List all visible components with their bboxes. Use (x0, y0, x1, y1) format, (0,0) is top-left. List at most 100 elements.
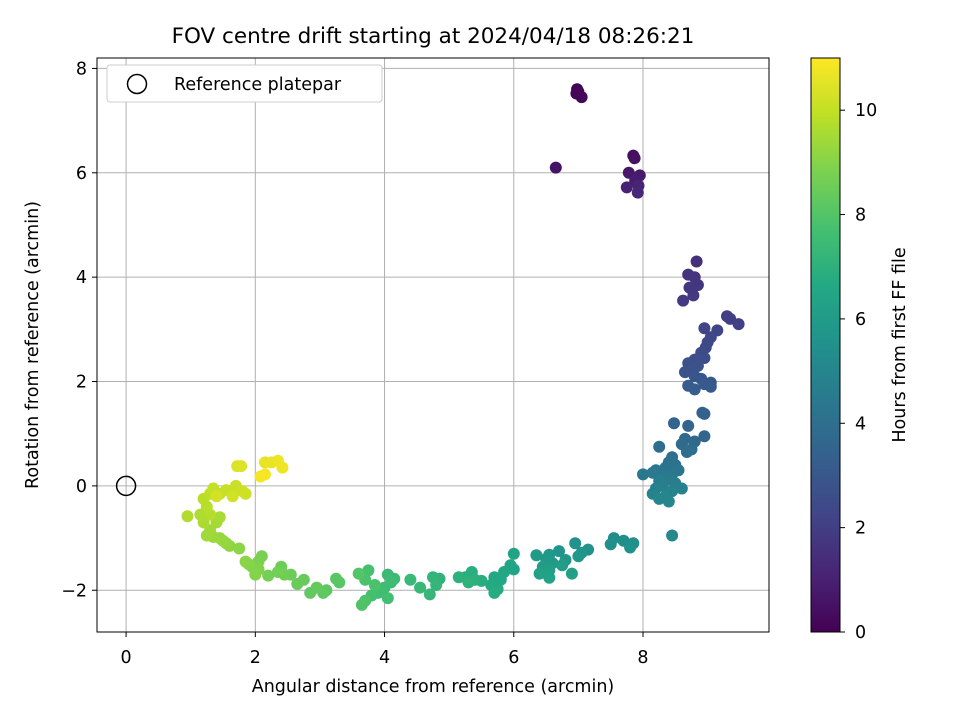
data-point (653, 440, 666, 453)
data-point (239, 487, 252, 500)
data-point (620, 181, 633, 194)
x-tick-label: 4 (379, 648, 390, 668)
data-point (271, 566, 284, 578)
data-point (362, 564, 375, 577)
grid-lines (97, 58, 769, 632)
colorbar-label: Hours from first FF file (890, 247, 910, 442)
data-point (572, 550, 585, 563)
x-axis-label: Angular distance from reference (arcmin) (252, 677, 615, 697)
reference-platepar-point (115, 475, 137, 497)
data-point (507, 547, 520, 560)
chart-title: FOV centre drift starting at 2024/04/18 … (172, 24, 695, 49)
data-point (666, 529, 679, 542)
y-tick-label: 2 (76, 373, 87, 393)
data-point (381, 592, 394, 605)
data-point (259, 468, 271, 481)
x-tick-label: 0 (121, 648, 132, 668)
data-point (235, 460, 248, 473)
colorbar-tick-label: 0 (855, 623, 866, 643)
data-point (704, 380, 717, 393)
data-points (181, 83, 745, 611)
x-tick-label: 8 (637, 648, 648, 668)
data-point (565, 567, 578, 580)
data-point (330, 572, 343, 585)
legend-box (106, 64, 383, 103)
data-point (452, 571, 465, 584)
data-point (631, 186, 644, 199)
legend-label: Reference platepar (174, 75, 342, 95)
colorbar-tick-label: 2 (855, 519, 866, 539)
data-point (276, 461, 289, 474)
data-point (233, 542, 246, 555)
data-point (688, 383, 701, 396)
data-point (677, 294, 690, 307)
data-point (355, 598, 368, 611)
y-tick-label: 0 (76, 477, 87, 497)
colorbar-ticks: 0 2 4 6 8 10 (840, 101, 877, 643)
data-point (637, 468, 649, 481)
colorbar-tick-label: 8 (855, 206, 866, 226)
data-point (668, 417, 680, 430)
data-point (249, 568, 262, 581)
data-point (404, 573, 417, 586)
data-point (628, 152, 641, 165)
data-point (682, 419, 695, 432)
data-point (213, 511, 226, 524)
y-axis-label: Rotation from reference (arcmin) (23, 201, 43, 489)
data-point (210, 490, 223, 503)
y-tick-label: 6 (76, 164, 87, 184)
data-point (530, 549, 543, 562)
data-point (698, 407, 711, 420)
data-point (646, 466, 659, 479)
data-point (352, 567, 365, 580)
y-axis-ticks: −2 0 2 4 6 8 (61, 59, 97, 601)
legend-marker (126, 73, 148, 95)
data-point (310, 581, 323, 594)
legend: Reference platepar (106, 64, 383, 103)
x-axis-ticks: 0 2 4 6 8 (121, 632, 649, 668)
data-point (543, 571, 556, 584)
data-point (507, 563, 520, 576)
data-point (368, 579, 381, 591)
data-point (690, 255, 703, 268)
data-point (262, 569, 275, 582)
x-tick-label: 2 (250, 648, 261, 668)
data-point (687, 289, 700, 302)
data-point (675, 482, 688, 495)
colorbar-tick-label: 10 (855, 101, 877, 121)
data-point (430, 579, 443, 591)
y-tick-label: −2 (61, 581, 87, 601)
data-point (226, 490, 239, 503)
data-point (624, 541, 637, 554)
data-point (291, 578, 304, 590)
data-point (414, 581, 427, 594)
data-point (604, 538, 617, 551)
data-point (662, 495, 675, 508)
data-point (679, 366, 691, 379)
data-point (575, 91, 588, 104)
data-point (698, 352, 711, 364)
data-point (680, 446, 693, 458)
data-point (556, 559, 569, 572)
data-point (181, 510, 194, 523)
data-point (732, 318, 745, 331)
data-point (653, 492, 666, 505)
colorbar-tick-label: 6 (855, 310, 866, 330)
data-point (488, 586, 501, 599)
y-tick-label: 4 (76, 268, 87, 288)
colorbar-gradient (810, 57, 841, 633)
colorbar: 0 2 4 6 8 10 Hours from first FF file (810, 57, 910, 643)
x-tick-label: 6 (508, 648, 519, 668)
data-point (698, 430, 711, 443)
data-point (494, 573, 507, 586)
data-point (549, 161, 562, 174)
reference-marker (115, 475, 137, 497)
data-point (239, 555, 252, 568)
y-tick-label: 8 (76, 59, 87, 79)
data-point (698, 322, 711, 335)
data-point (462, 576, 475, 589)
data-point (423, 588, 436, 601)
data-point (569, 537, 582, 550)
colorbar-tick-label: 4 (855, 414, 866, 434)
